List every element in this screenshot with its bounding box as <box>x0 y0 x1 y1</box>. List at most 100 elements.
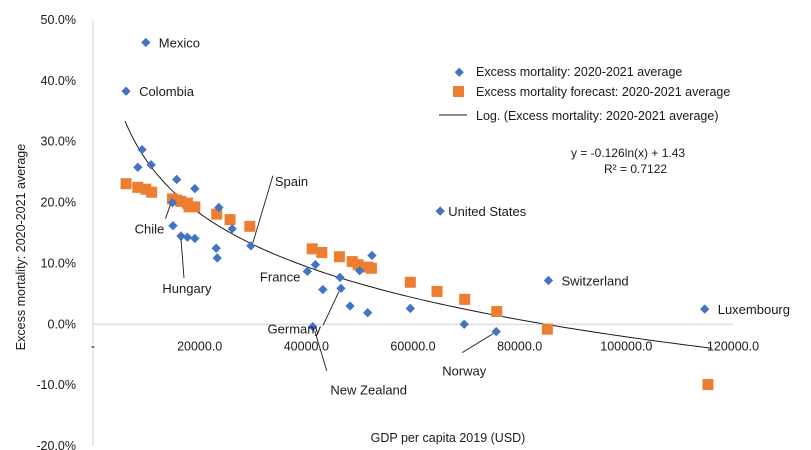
legend-label-trendline: Log. (Excess mortality: 2020-2021 averag… <box>476 109 719 123</box>
legend: Excess mortality: 2020-2021 average Exce… <box>439 65 730 123</box>
point-label-mexico: Mexico <box>159 36 200 51</box>
forecast-square-point <box>316 246 328 258</box>
legend-entry-trendline: Log. (Excess mortality: 2020-2021 averag… <box>439 109 719 123</box>
forecast-square-point <box>146 186 158 198</box>
x-tick-label: 40000.0 <box>284 339 329 353</box>
point-labels: Mexico Colombia Chile Hungary Spain France Ger… <box>135 36 790 398</box>
excess-mortality-diamond-point <box>318 284 328 295</box>
legend-marker-square <box>453 86 464 97</box>
forecast-square-point <box>346 256 358 268</box>
forecast-square-point <box>431 285 443 297</box>
excess-mortality-diamond-point <box>190 233 200 244</box>
excess-mortality-diamond-point <box>133 162 143 172</box>
forecast-square-point <box>224 214 236 226</box>
excess-mortality-diamond-point <box>176 231 186 241</box>
x-axis-title: GDP per capita 2019 (USD) <box>371 431 526 445</box>
legend-label-forecast: Excess mortality forecast: 2020-2021 ave… <box>476 85 730 99</box>
excess-mortality-diamond-point <box>172 174 182 185</box>
y-tick-label: 30.0% <box>41 135 76 149</box>
y-axis-title: Excess mortality: 2020-2021 average <box>14 144 28 350</box>
point-label-spain: Spain <box>275 174 308 189</box>
forecast-square-point <box>244 220 256 232</box>
forecast-square-point <box>132 181 144 193</box>
forecast-square-point <box>333 251 345 263</box>
y-tick-label: 40.0% <box>41 74 76 88</box>
x-tick-label: 120000.0 <box>707 339 759 353</box>
point-label-united-states: United States <box>448 204 527 219</box>
x-tick-label: 80000.0 <box>497 339 542 353</box>
excess-mortality-diamond-point <box>354 266 365 276</box>
leader-line-germany <box>322 291 340 326</box>
excess-mortality-diamond-point <box>137 144 147 155</box>
excess-mortality-diamond-point <box>308 322 318 332</box>
label-leader-lines <box>165 175 494 371</box>
excess-mortality-diamond-point <box>190 183 200 194</box>
y-tick-label: -10.0% <box>36 378 76 392</box>
leader-line-norway <box>461 333 494 353</box>
leader-line-spain <box>252 175 274 243</box>
x-tick-label: - <box>91 339 95 353</box>
y-tick-label: -20.0% <box>36 439 76 450</box>
data-markers <box>120 37 714 391</box>
excess-mortality-diamond-point <box>310 259 321 270</box>
legend-label-excess-mortality: Excess mortality: 2020-2021 average <box>476 65 682 79</box>
y-tick-label: 50.0% <box>41 13 76 27</box>
log-trendline <box>124 120 712 349</box>
point-label-new-zealand: New Zealand <box>330 383 407 398</box>
trendline-equation: y = -0.126ln(x) + 1.43 <box>571 146 685 160</box>
excess-mortality-diamond-point <box>700 304 710 314</box>
excess-mortality-diamond-point <box>405 303 416 314</box>
forecast-square-point <box>175 195 187 207</box>
y-tick-label: 0.0% <box>48 317 77 331</box>
leader-line-chile <box>165 204 171 219</box>
excess-mortality-diamond-point <box>362 308 373 318</box>
excess-mortality-diamond-point <box>227 224 237 234</box>
excess-mortality-diamond-point <box>459 319 469 329</box>
excess-mortality-diamond-point <box>211 243 221 253</box>
forecast-square-point <box>541 323 553 335</box>
legend-entry-forecast: Excess mortality forecast: 2020-2021 ave… <box>453 85 730 99</box>
forecast-square-point <box>183 201 195 213</box>
y-tick-labels: 50.0% 40.0% 30.0% 20.0% 10.0% 0.0% -10.0% -20.0… <box>36 13 76 450</box>
legend-entry-excess-mortality: Excess mortality: 2020-2021 average <box>454 65 682 79</box>
excess-mortality-diamond-point <box>543 275 554 286</box>
excess-mortality-diamond-point <box>335 272 345 283</box>
excess-mortality-diamond-point <box>212 253 222 263</box>
point-label-chile: Chile <box>135 222 165 237</box>
excess-mortality-diamond-point <box>182 232 193 242</box>
excess-mortality-diamond-point <box>146 160 156 170</box>
trendline-r-squared: R² = 0.7122 <box>604 162 667 176</box>
forecast-square-point <box>211 208 223 220</box>
axes <box>92 20 733 446</box>
forecast-square-point <box>459 293 471 305</box>
excess-mortality-diamond-point <box>141 37 151 48</box>
forecast-square-point <box>120 178 132 190</box>
forecast-square-point <box>306 243 318 255</box>
point-label-germany: Germany <box>268 321 322 336</box>
forecast-square-point <box>189 201 201 213</box>
point-label-norway: Norway <box>442 364 487 379</box>
point-label-switzerland: Switzerland <box>561 273 628 288</box>
x-tick-label: 60000.0 <box>390 339 435 353</box>
excess-mortality-diamond-point <box>491 326 501 337</box>
point-label-colombia: Colombia <box>139 84 195 99</box>
forecast-square-point <box>365 262 377 274</box>
y-tick-label: 10.0% <box>41 256 76 270</box>
excess-mortality-diamond-point <box>246 241 256 251</box>
excess-mortality-diamond-point <box>302 266 313 277</box>
y-tick-label: 20.0% <box>41 196 76 210</box>
excess-mortality-diamond-point <box>367 250 377 261</box>
leader-line-hungary <box>180 239 185 279</box>
excess-mortality-diamond-point <box>121 86 131 96</box>
excess-mortality-diamond-point <box>214 202 224 213</box>
forecast-square-point <box>140 183 152 195</box>
point-label-france: France <box>260 269 300 284</box>
forecast-square-point <box>702 379 714 391</box>
forecast-square-point <box>491 306 503 318</box>
forecast-square-point <box>352 259 364 271</box>
excess-mortality-diamond-point <box>345 301 355 311</box>
excess-mortality-diamond-point <box>336 283 346 294</box>
forecast-square-point <box>404 276 416 288</box>
legend-marker-diamond <box>454 67 464 77</box>
